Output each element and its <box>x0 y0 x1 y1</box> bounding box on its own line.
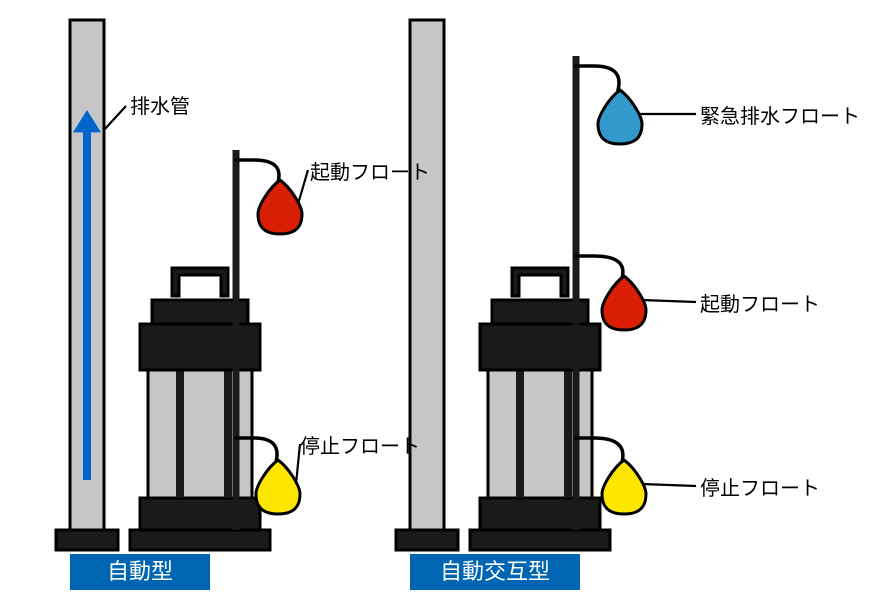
caption-left: 自動型 <box>70 554 210 590</box>
diagram-stage: 自動型自動交互型起動フロート停止フロート排水管緊急排水フロート起動フロート停止フ… <box>0 0 889 610</box>
float-label: 停止フロート <box>300 430 420 459</box>
float-label: 停止フロート <box>700 472 820 501</box>
float-label: 起動フロート <box>700 288 820 317</box>
float-label: 緊急排水フロート <box>700 100 860 129</box>
pipe-label: 排水管 <box>130 90 190 119</box>
float-label: 起動フロート <box>310 156 430 185</box>
caption-right: 自動交互型 <box>410 554 580 590</box>
